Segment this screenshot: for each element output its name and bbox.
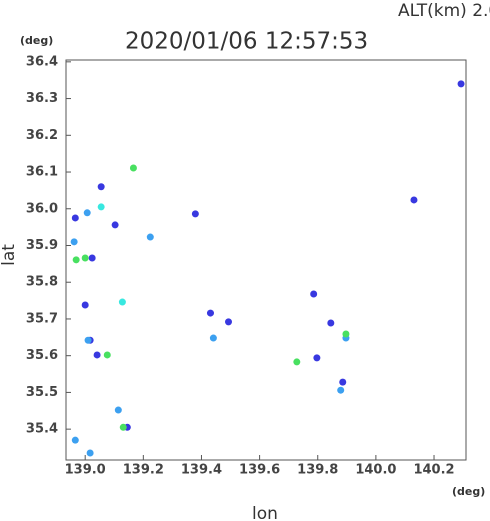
y-tick-label: 36.4 [26,54,58,69]
echo-point [293,358,301,366]
echo-point [327,319,335,327]
y-tick-label: 35.5 [26,385,58,400]
echo-point [337,386,345,394]
chart-title: 2020/01/06 12:57:53 [125,29,368,55]
echo-point [71,436,79,444]
x-tick-label: 139.6 [239,463,280,478]
echo-point [339,378,347,386]
echo-point [93,351,101,359]
echo-point [191,210,199,218]
y-axis-label: lat [0,244,19,266]
x-unit: (deg) [452,485,485,498]
y-tick-label: 35.8 [26,275,58,290]
x-tick-label: 139.2 [123,463,164,478]
plot-frame [65,59,467,461]
echo-point [129,164,137,172]
y-tick-label: 36.2 [26,128,58,143]
echo-point [86,449,94,457]
echo-point [83,209,91,217]
y-tick-label: 35.6 [26,348,58,363]
echo-point [313,354,321,362]
echo-point [97,183,105,191]
echo-point [88,254,96,262]
x-tick-label: 139.8 [297,463,338,478]
x-tick-label: 140.0 [355,463,396,478]
echo-point [410,196,418,204]
echo-point [103,351,111,359]
echo-point [114,406,122,414]
echo-point [146,233,154,241]
echo-point [310,290,318,298]
echo-point [119,423,127,431]
y-tick-label: 35.4 [26,422,58,437]
echo-point [84,336,92,344]
y-tick-label: 35.7 [26,311,58,326]
echo-point [111,221,119,229]
echo-point [342,330,350,338]
y-tick-label: 36.3 [26,91,58,106]
x-axis-label: lon [252,504,278,521]
x-tick-label: 140.2 [413,463,454,478]
echo-point [81,254,89,262]
altitude-annotation: ALT(km) 2.0 [398,1,490,21]
echo-point [97,203,105,211]
echo-point [206,309,214,317]
x-tick-label: 139.0 [65,463,106,478]
echo-point [72,256,80,264]
echo-point [457,80,465,88]
echo-point [118,298,126,306]
echo-point [81,301,89,309]
echo-point [209,334,217,342]
x-tick-label: 139.4 [181,463,222,478]
y-unit: (deg) [20,34,53,47]
echo-point [70,238,78,246]
y-tick-label: 35.9 [26,238,58,253]
echo-point [225,318,232,326]
y-tick-label: 36.1 [26,165,58,180]
y-tick-label: 36.0 [26,201,58,216]
echo-point [71,214,79,222]
